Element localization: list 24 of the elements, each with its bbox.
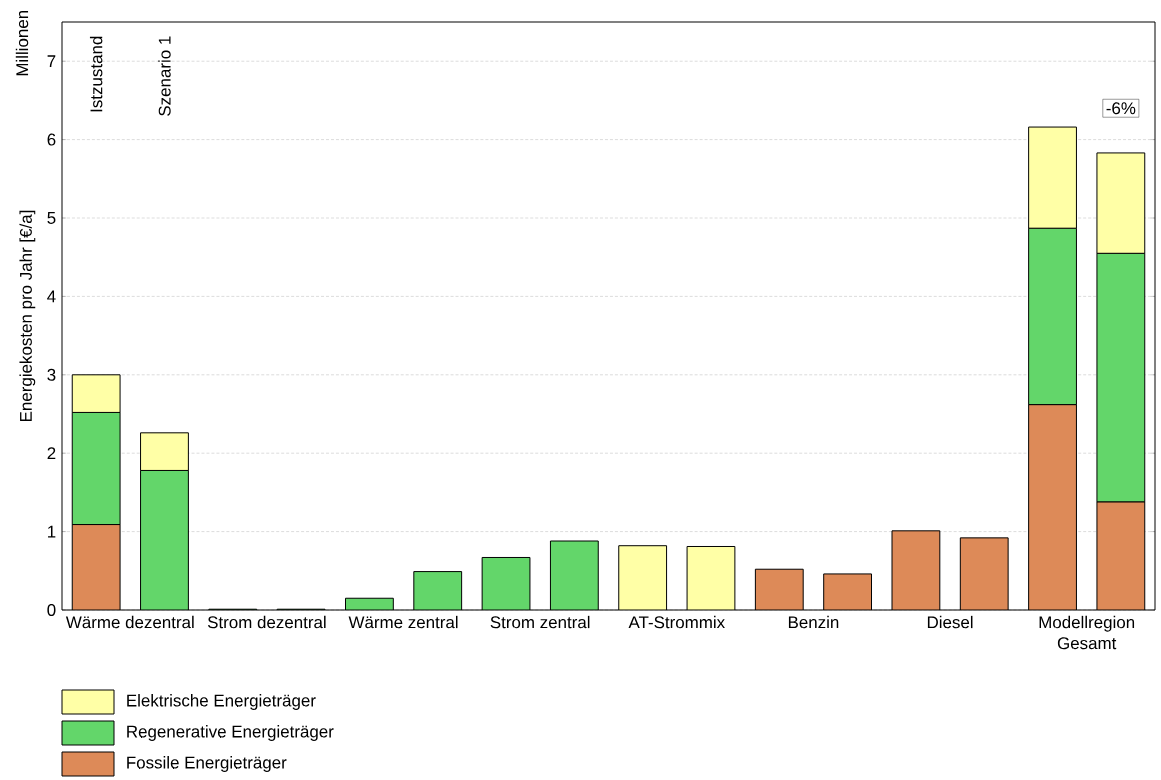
y-tick-label: 4 [47, 290, 56, 303]
annotation: Szenario 1 [158, 36, 171, 116]
x-tick-label: Strom zentral [490, 615, 590, 629]
y-axis-title: Energiekosten pro Jahr [€/a] [19, 210, 36, 421]
y-tick-label: 7 [47, 55, 56, 68]
annotation: Istzustand [89, 36, 103, 112]
x-tick-label: AT-Strommix [628, 615, 725, 629]
x-tick-label: Wärme dezentral [65, 615, 194, 629]
x-tick-label: Modellregion Gesamt [1039, 615, 1135, 650]
y-tick-label: 2 [47, 447, 56, 460]
y-tick-label: 0 [47, 604, 56, 616]
y-tick-label: 6 [47, 133, 56, 146]
y-tick-label: 1 [48, 525, 56, 538]
legend-label: Regenerative Energieträger [127, 725, 334, 741]
text: Millionen [15, 10, 29, 76]
y-tick-label: 3 [47, 368, 56, 381]
x-tick-label: Strom dezentral [207, 615, 326, 629]
annotation: -6% [1106, 102, 1136, 115]
legend-label: Elektrische Energieträger [127, 694, 316, 710]
legend-label: Fossile Energieträger [127, 756, 287, 772]
x-tick-label: Diesel [927, 615, 973, 629]
x-tick-label: Wärme zentral [348, 615, 458, 629]
y-tick-label: 5 [47, 212, 56, 224]
x-tick-label: Benzin [788, 615, 839, 629]
